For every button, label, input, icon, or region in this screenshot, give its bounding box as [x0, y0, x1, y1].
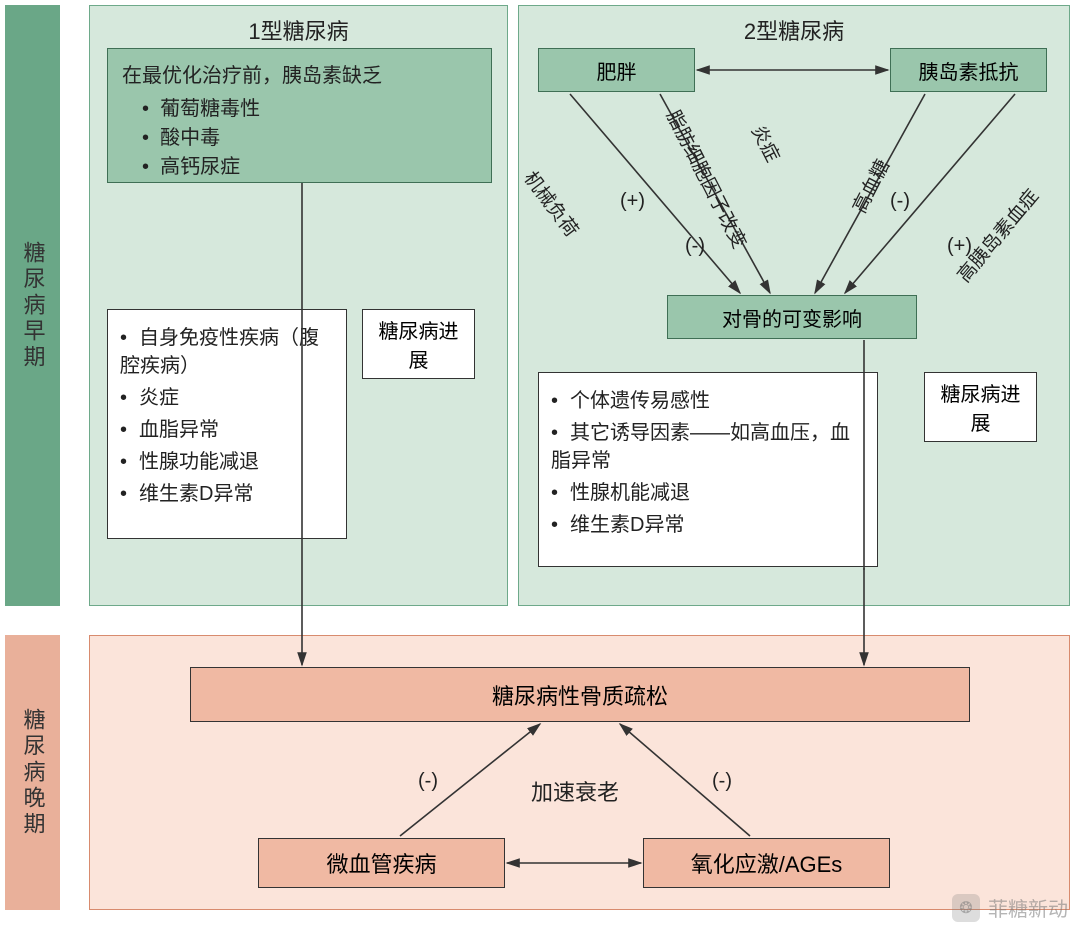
list-item: 其它诱导因素——如高血压，血脂异常	[551, 419, 865, 475]
diagram-canvas: 糖尿病早期 糖尿病晚期 1型糖尿病 2型糖尿病 在最优化治疗前，胰岛素缺乏 • …	[0, 0, 1078, 928]
watermark-icon: ❂	[952, 894, 980, 922]
list-item: 血脂异常	[120, 416, 334, 444]
late-micro-box: 微血管疾病	[258, 838, 505, 888]
type2-title: 2型糖尿病	[518, 14, 1070, 46]
late-center-label: 加速衰老	[490, 775, 660, 807]
late-oxid-box: 氧化应激/AGEs	[643, 838, 890, 888]
list-item: 自身免疫性疾病（腹腔疾病）	[120, 324, 334, 380]
list-item: 性腺机能减退	[551, 479, 865, 507]
sign-minus-right: (-)	[890, 190, 910, 213]
watermark: ❂ 菲糖新动	[952, 893, 1068, 922]
late-sign-minus-right: (-)	[712, 770, 732, 793]
list-item: 维生素D异常	[551, 511, 865, 539]
list-item: 性腺功能减退	[120, 448, 334, 476]
watermark-text: 菲糖新动	[988, 893, 1068, 922]
late-side-label: 糖尿病晚期	[5, 635, 60, 910]
type2-bone-box: 对骨的可变影响	[667, 295, 917, 339]
type2-resistance-box: 胰岛素抵抗	[890, 48, 1047, 92]
list-item: 个体遗传易感性	[551, 387, 865, 415]
type1-main-box-title: 在最优化治疗前，胰岛素缺乏	[122, 59, 477, 88]
type1-title: 1型糖尿病	[89, 14, 508, 46]
sign-plus-right: (+)	[947, 235, 972, 258]
late-sign-minus-left: (-)	[418, 770, 438, 793]
type1-list-box: 自身免疫性疾病（腹腔疾病） 炎症 血脂异常 性腺功能减退 维生素D异常	[107, 309, 347, 539]
type1-progress-box: 糖尿病进展	[362, 309, 475, 379]
type1-main-item: • 葡萄糖毒性	[142, 92, 477, 121]
sign-plus-left: (+)	[620, 190, 645, 213]
list-item: 炎症	[120, 384, 334, 412]
type1-main-item: • 酸中毒	[142, 121, 477, 150]
type1-main-item: • 高钙尿症	[142, 150, 477, 179]
early-side-label: 糖尿病早期	[5, 5, 60, 606]
sign-minus-left: (-)	[685, 235, 705, 258]
type2-list-box: 个体遗传易感性 其它诱导因素——如高血压，血脂异常 性腺机能减退 维生素D异常	[538, 372, 878, 567]
late-osteo-box: 糖尿病性骨质疏松	[190, 667, 970, 722]
list-item: 维生素D异常	[120, 480, 334, 508]
type2-progress-box: 糖尿病进展	[924, 372, 1037, 442]
type1-main-box: 在最优化治疗前，胰岛素缺乏 • 葡萄糖毒性 • 酸中毒 • 高钙尿症	[107, 48, 492, 183]
type2-obesity-box: 肥胖	[538, 48, 695, 92]
